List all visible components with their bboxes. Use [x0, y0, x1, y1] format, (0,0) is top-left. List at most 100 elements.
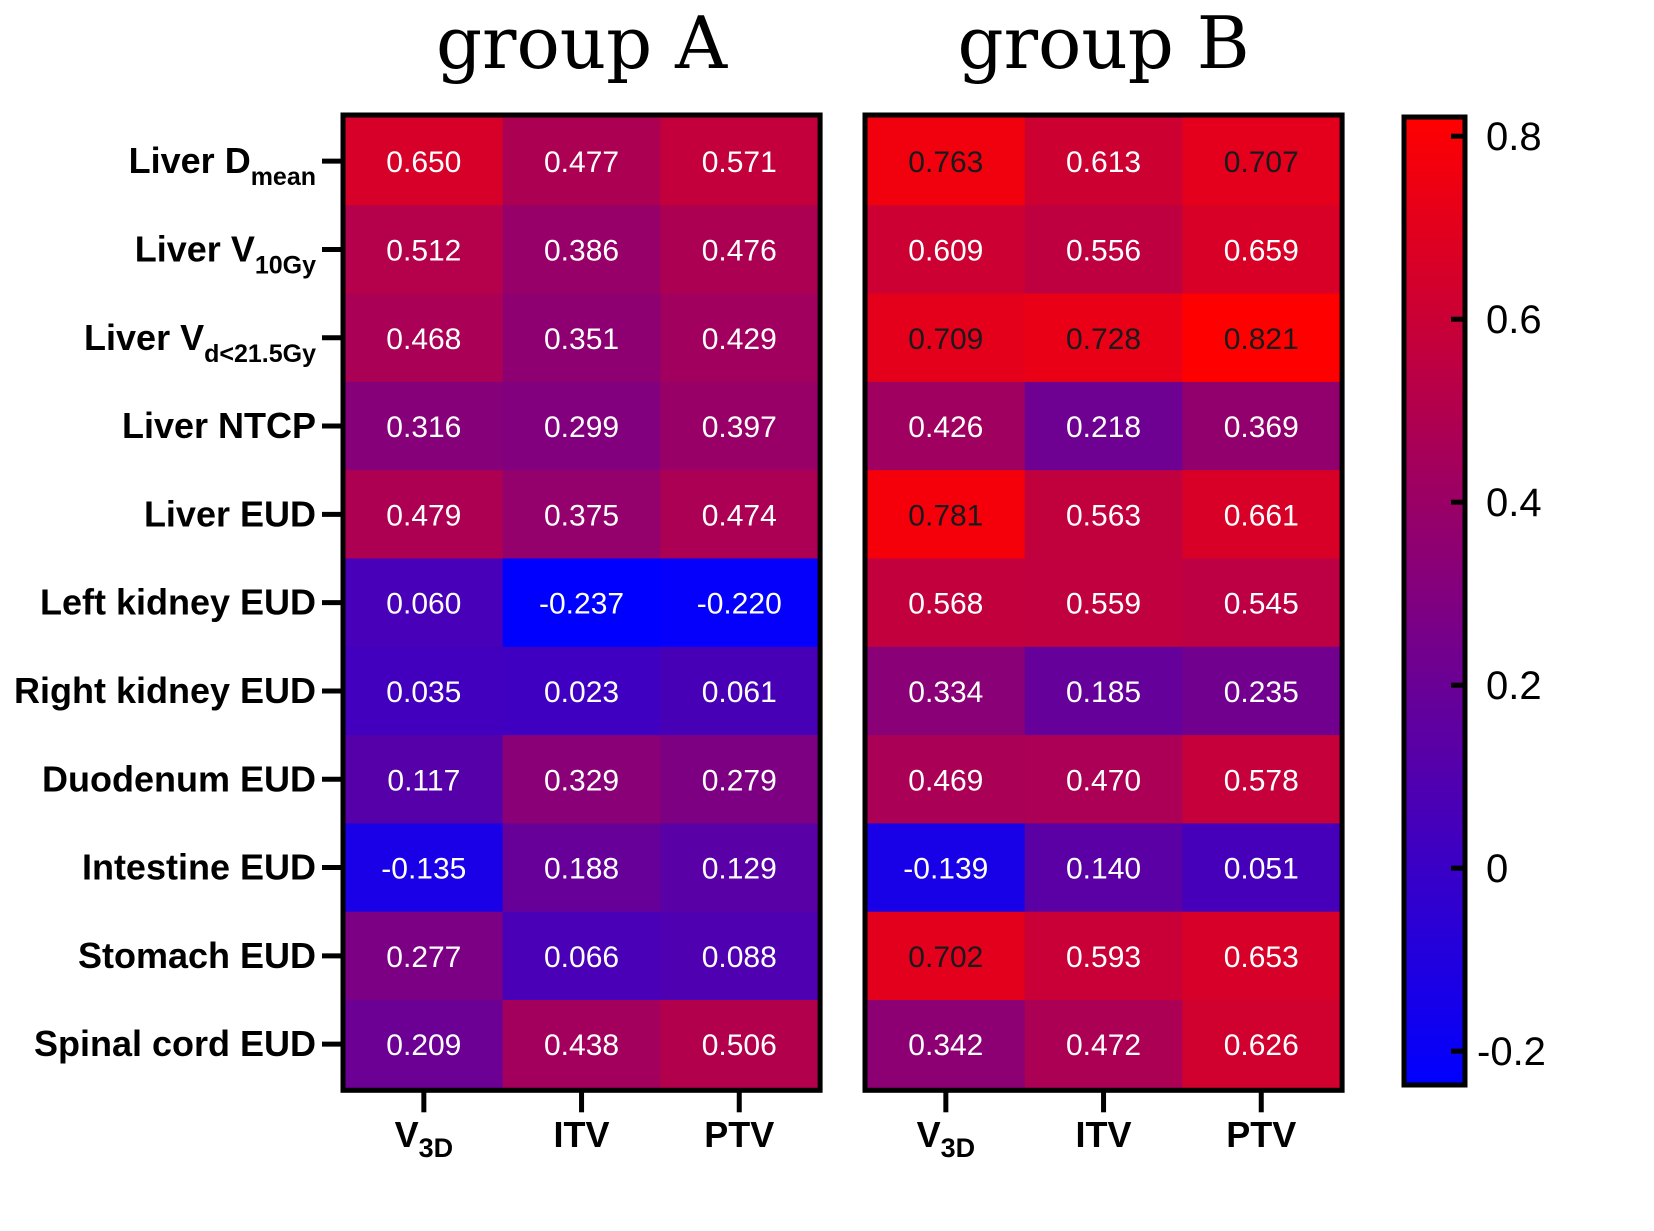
cell-value-label: 0.235 — [1224, 676, 1299, 709]
row-label: Intestine EUD — [82, 847, 316, 888]
cell-value-label: 0.066 — [544, 941, 619, 974]
heatmap-cell — [660, 293, 819, 383]
cell-value-label: 0.653 — [1224, 941, 1299, 974]
cell-value-label: 0.472 — [1066, 1029, 1141, 1062]
cell-value-label: 0.476 — [702, 234, 777, 267]
heatmap-cell — [1024, 823, 1183, 913]
cell-value-label: 0.707 — [1224, 146, 1299, 179]
row-label: Spinal cord EUD — [34, 1023, 316, 1064]
cell-value-label: 0.728 — [1066, 323, 1141, 356]
row-label: Duodenum EUD — [42, 758, 316, 799]
cell-value-label: 0.088 — [702, 941, 777, 974]
cell-value-label: 0.438 — [544, 1029, 619, 1062]
row-label: Liver EUD — [144, 493, 316, 534]
heatmap-cell — [660, 205, 819, 295]
cell-value-label: 0.117 — [387, 764, 460, 797]
heatmap-cell — [867, 205, 1026, 295]
cell-value-label: -0.237 — [539, 588, 624, 621]
cell-value-label: 0.299 — [544, 411, 619, 444]
cell-value-label: 0.578 — [1224, 764, 1299, 797]
cell-value-label: 0.060 — [386, 588, 461, 621]
heatmap-cell — [1182, 470, 1341, 560]
heatmap-cell — [1182, 823, 1341, 913]
heatmap-cell — [660, 1000, 819, 1089]
cell-value-label: 0.188 — [544, 853, 619, 886]
heatmap-cell — [345, 646, 504, 736]
heatmap-cell — [1024, 381, 1183, 471]
cell-value-label: 0.386 — [544, 234, 619, 267]
cell-value-label: 0.781 — [908, 499, 983, 532]
heatmap-cell — [867, 470, 1026, 560]
heatmap-cell — [660, 735, 819, 824]
cell-value-label: 0.512 — [386, 234, 461, 267]
row-label: Left kidney EUD — [40, 582, 316, 623]
cell-value-label: 0.821 — [1224, 323, 1299, 356]
cell-value-label: 0.316 — [386, 411, 461, 444]
cell-value-label: 0.626 — [1224, 1029, 1299, 1062]
heatmap-cell — [345, 381, 504, 471]
heatmap-cell — [867, 558, 1026, 648]
heatmap-cell — [502, 823, 661, 913]
heatmap-cell — [660, 646, 819, 736]
cell-value-label: 0.209 — [386, 1029, 461, 1062]
heatmap-cell — [345, 205, 504, 295]
heatmap-cell — [502, 558, 661, 648]
x-tick-label: ITV — [554, 1114, 610, 1155]
heatmap-cell — [345, 1000, 504, 1089]
heatmap-cell — [1182, 911, 1341, 1001]
heatmap-cell — [502, 646, 661, 736]
heatmap-cell — [1182, 117, 1341, 206]
heatmap-cell — [867, 735, 1026, 824]
heatmap-cell — [1024, 205, 1183, 295]
cell-value-label: 0.279 — [702, 764, 777, 797]
cell-value-label: 0.369 — [1224, 411, 1299, 444]
cell-value-label: 0.429 — [702, 323, 777, 356]
cell-value-label: 0.469 — [908, 764, 983, 797]
heatmap-cell — [1024, 558, 1183, 648]
cell-value-label: 0.559 — [1066, 588, 1141, 621]
heatmap-cell — [345, 558, 504, 648]
cell-value-label: 0.659 — [1224, 234, 1299, 267]
row-label: Liver NTCP — [122, 405, 316, 446]
heatmap-cell — [867, 117, 1026, 206]
heatmap-cell — [502, 381, 661, 471]
cell-value-label: 0.571 — [702, 146, 777, 179]
heatmap-cell — [1182, 1000, 1341, 1089]
cell-value-label: 0.650 — [386, 146, 461, 179]
colorbar-tick-label: 0.8 — [1486, 115, 1542, 159]
heatmap-cell — [660, 911, 819, 1001]
colorbar-tick-label: -0.2 — [1477, 1030, 1546, 1074]
heatmap-cell — [345, 735, 504, 824]
heatmap-cell — [867, 381, 1026, 471]
heatmap-cell — [1024, 735, 1183, 824]
heatmap-cell — [867, 911, 1026, 1001]
cell-value-label: 0.351 — [544, 323, 619, 356]
heatmap-cell — [1024, 646, 1183, 736]
cell-value-label: 0.609 — [908, 234, 983, 267]
x-tick-label: ITV — [1076, 1114, 1132, 1155]
group-title-group-b: group B — [957, 1, 1249, 85]
cell-value-label: 0.329 — [544, 764, 619, 797]
colorbar-tick-label: 0 — [1486, 847, 1508, 891]
cell-value-label: 0.702 — [908, 941, 983, 974]
heatmap-cell — [1024, 911, 1183, 1001]
cell-value-label: 0.709 — [908, 323, 983, 356]
heatmap-cell — [1182, 558, 1341, 648]
heatmap-cell — [1182, 735, 1341, 824]
colorbar-tick-label: 0.4 — [1486, 481, 1542, 525]
heatmap-cell — [502, 911, 661, 1001]
colorbar-tick-label: 0.2 — [1486, 664, 1542, 708]
cell-value-label: 0.506 — [702, 1029, 777, 1062]
cell-value-label: 0.051 — [1224, 853, 1299, 886]
row-label: Liver Dmean — [129, 140, 316, 191]
cell-value-label: 0.470 — [1066, 764, 1141, 797]
heatmap-cell — [345, 911, 504, 1001]
cell-value-label: 0.185 — [1066, 676, 1141, 709]
cell-value-label: 0.023 — [544, 676, 619, 709]
heatmap-cell — [660, 470, 819, 560]
heatmap-cell — [502, 470, 661, 560]
x-tick-label: V3D — [395, 1114, 454, 1163]
row-label: Liver V10Gy — [135, 228, 316, 279]
row-label: Right kidney EUD — [14, 670, 316, 711]
